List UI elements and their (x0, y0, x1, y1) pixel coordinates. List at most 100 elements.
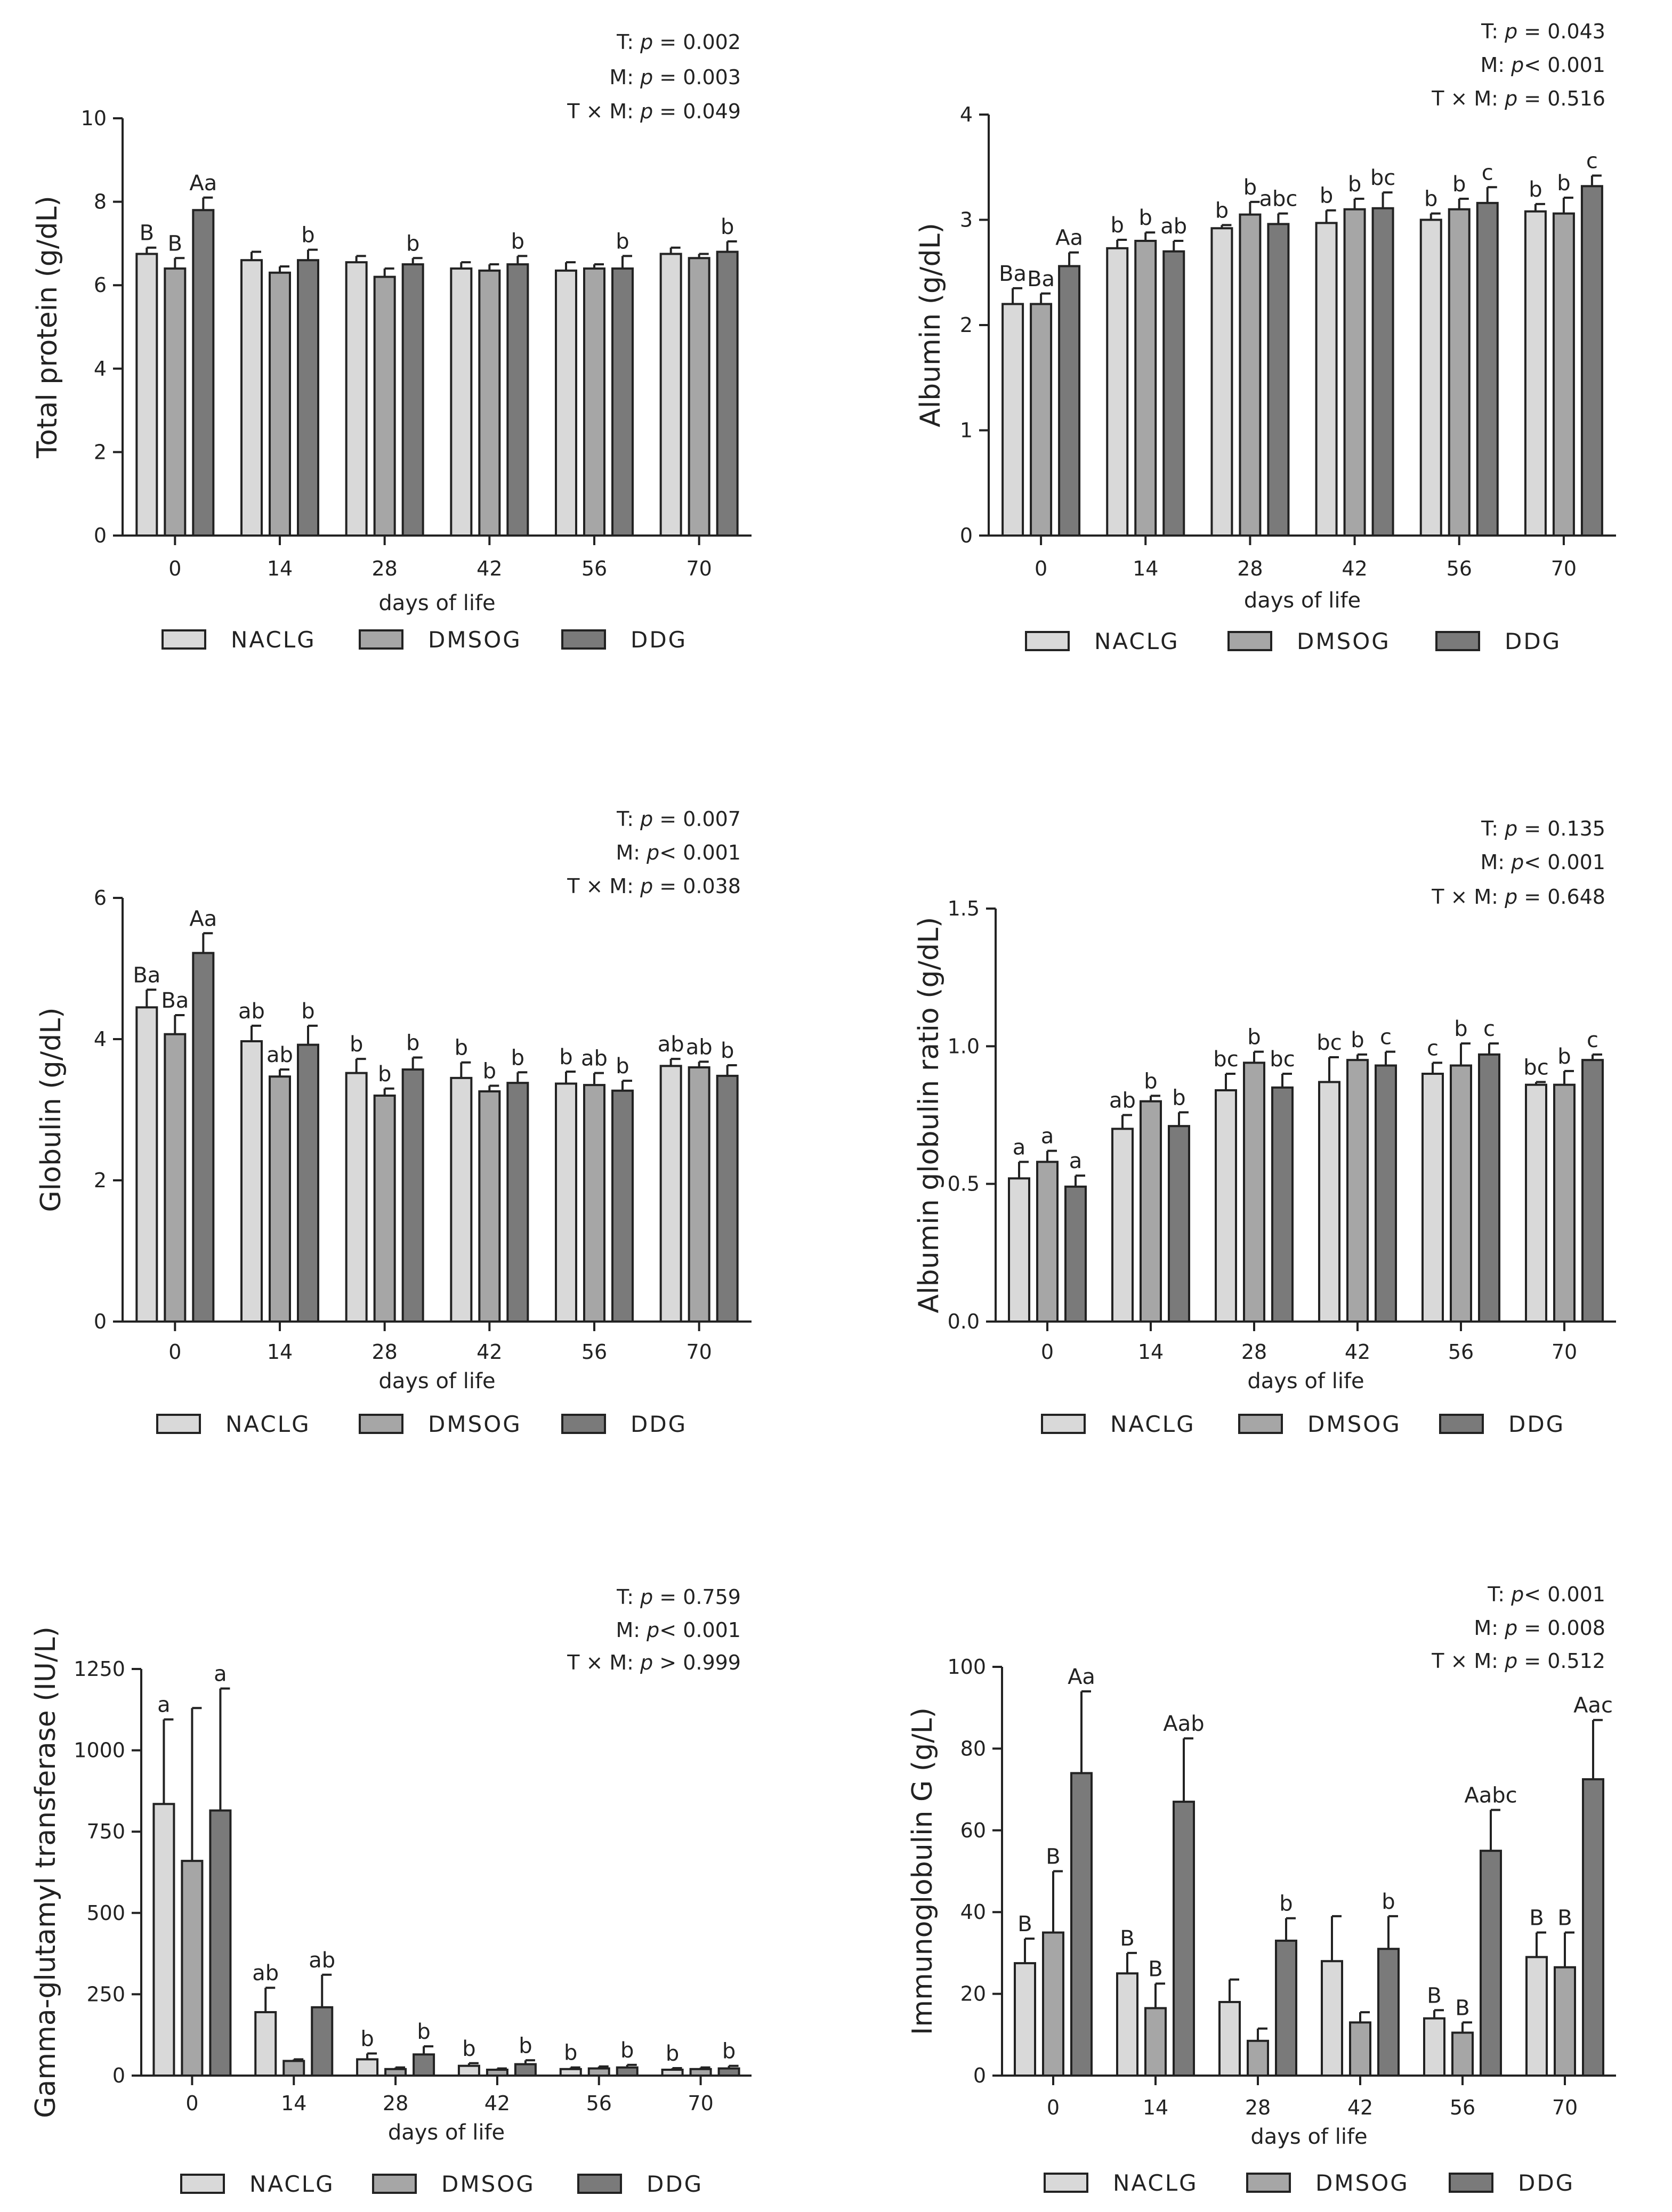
significance-label: b (519, 2033, 532, 2058)
stat-prefix: M: (616, 1618, 647, 1642)
significance-label: b (1557, 1044, 1571, 1069)
y-tick-label: 0.5 (948, 1172, 980, 1196)
stat-line: T: p< 0.001 (1487, 1583, 1605, 1606)
stat-p: p (1504, 87, 1517, 110)
significance-label: c (1427, 1036, 1439, 1060)
bar-dmsog (1030, 303, 1053, 537)
significance-label: Ba (161, 988, 189, 1013)
stat-prefix: T: (1487, 1583, 1511, 1606)
bar-ddg (1267, 223, 1290, 537)
x-tick-label: 42 (476, 1340, 502, 1364)
bar-dmsog (373, 1095, 396, 1323)
legend-swatch-naclg (1025, 631, 1070, 651)
bar-ddg (514, 2063, 537, 2077)
x-tick-label: 70 (1552, 1340, 1577, 1364)
x-tick-label: 0 (1041, 1340, 1054, 1364)
bar-dmsog (1553, 1083, 1576, 1323)
bar-ddg (611, 267, 634, 537)
y-axis-title: Albumin globulin ratio (g/dL) (913, 917, 945, 1314)
stat-p: p (1504, 1649, 1517, 1673)
y-tick-label: 750 (86, 1820, 125, 1843)
stat-p: p (1504, 885, 1517, 909)
bar-ddg (192, 209, 215, 537)
stat-p: p (1511, 850, 1524, 874)
stat-prefix: T: (616, 30, 640, 54)
legend-swatch-ddg (577, 2174, 622, 2194)
bar-naclg (1215, 1089, 1237, 1323)
bar-dmsog (1346, 1059, 1369, 1323)
significance-label: b (1139, 206, 1152, 230)
bar-naclg (1014, 1962, 1036, 2077)
stat-prefix: M: (1480, 850, 1511, 874)
significance-label: B (140, 221, 154, 246)
stat-line: T × M: p = 0.512 (1431, 1649, 1605, 1673)
bar-naclg (240, 1040, 263, 1323)
bar-ddg (717, 2067, 740, 2077)
significance-label: ab (238, 999, 265, 1024)
significance-label: B (1529, 1906, 1544, 1931)
significance-label: b (417, 2020, 430, 2044)
significance-label: a (157, 1693, 171, 1717)
chart-ag-ratio: 0.0 0.5 1.0 1.5 0 14 28 42 56 70 Albumin globulin … (913, 817, 1616, 1437)
legend-label-dmsog: DMSOG (428, 627, 522, 653)
significance-label: b (722, 2039, 736, 2064)
bar-naclg (1116, 1972, 1138, 2077)
stat-p: p (1511, 53, 1524, 77)
x-tick-label: 56 (1447, 557, 1472, 580)
legend-label-ddg: DDG (1508, 1411, 1565, 1437)
significance-label: ab (686, 1035, 713, 1059)
legend-swatch-naclg (1044, 2173, 1088, 2193)
stat-value: = 0.007 (653, 807, 741, 831)
significance-label: Aa (189, 171, 217, 196)
stat-line: T × M: p = 0.049 (567, 100, 741, 123)
significance-label: c (1587, 1028, 1598, 1052)
x-tick-label: 70 (1552, 2096, 1578, 2119)
bar-ddg (401, 263, 424, 537)
significance-label: b (1172, 1085, 1185, 1110)
stat-value: = 0.038 (653, 874, 741, 898)
significance-label: b (511, 229, 524, 254)
significance-label: B (1557, 1906, 1572, 1931)
bar-naclg (1421, 1073, 1444, 1323)
legend-swatch-naclg (1041, 1414, 1086, 1434)
bar-ddg (1375, 1064, 1397, 1323)
bar-ddg (611, 1089, 634, 1323)
stat-value: < 0.001 (659, 1618, 741, 1642)
bar-dmsog (1140, 1100, 1162, 1323)
significance-label: ab (581, 1047, 608, 1071)
x-axis-title: days of life (1247, 1369, 1364, 1393)
bar-naclg (1525, 1956, 1548, 2077)
stat-value: = 0.648 (1517, 885, 1605, 909)
bar-dmsog (1450, 1064, 1472, 1323)
legend-swatch-dmsog (1227, 631, 1272, 651)
bar-ddg (1478, 1053, 1500, 1323)
significance-label: Ba (1027, 267, 1055, 291)
stat-value: = 0.008 (1517, 1616, 1605, 1640)
chart-igg: 0 20 40 60 80 100 0 14 28 42 56 70 Immunoglobulin G … (907, 1583, 1616, 2196)
stat-value: = 0.002 (653, 30, 741, 54)
bar-naclg (254, 2011, 277, 2077)
stat-line: T: p = 0.759 (616, 1585, 741, 1609)
y-tick-label: 4 (960, 103, 973, 126)
significance-label: B (1120, 1926, 1134, 1951)
bar-dmsog (1554, 1966, 1576, 2077)
stat-value: = 0.043 (1517, 20, 1605, 43)
stat-value: = 0.759 (653, 1585, 741, 1609)
bar-ddg (1168, 1125, 1190, 1323)
bar-ddg (1058, 265, 1081, 537)
y-tick-label: 2 (94, 440, 107, 464)
bar-dmsog (1239, 213, 1262, 537)
stat-value: < 0.001 (1524, 1583, 1605, 1606)
x-tick-label: 42 (484, 2092, 510, 2115)
y-axis-title: Total protein (g/dL) (31, 196, 63, 458)
x-tick-label: 56 (586, 2092, 612, 2115)
legend-label-naclg: NACLG (1113, 2170, 1198, 2196)
significance-label: b (462, 2037, 475, 2061)
legend-swatch-dmsog (372, 2174, 417, 2194)
bar-dmsog (164, 267, 187, 537)
significance-label: bc (1270, 1047, 1295, 1072)
bar-naclg (1008, 1177, 1030, 1323)
x-tick-label: 42 (1347, 2096, 1373, 2119)
x-tick-label: 56 (581, 557, 607, 580)
bar-naclg (152, 1803, 175, 2077)
